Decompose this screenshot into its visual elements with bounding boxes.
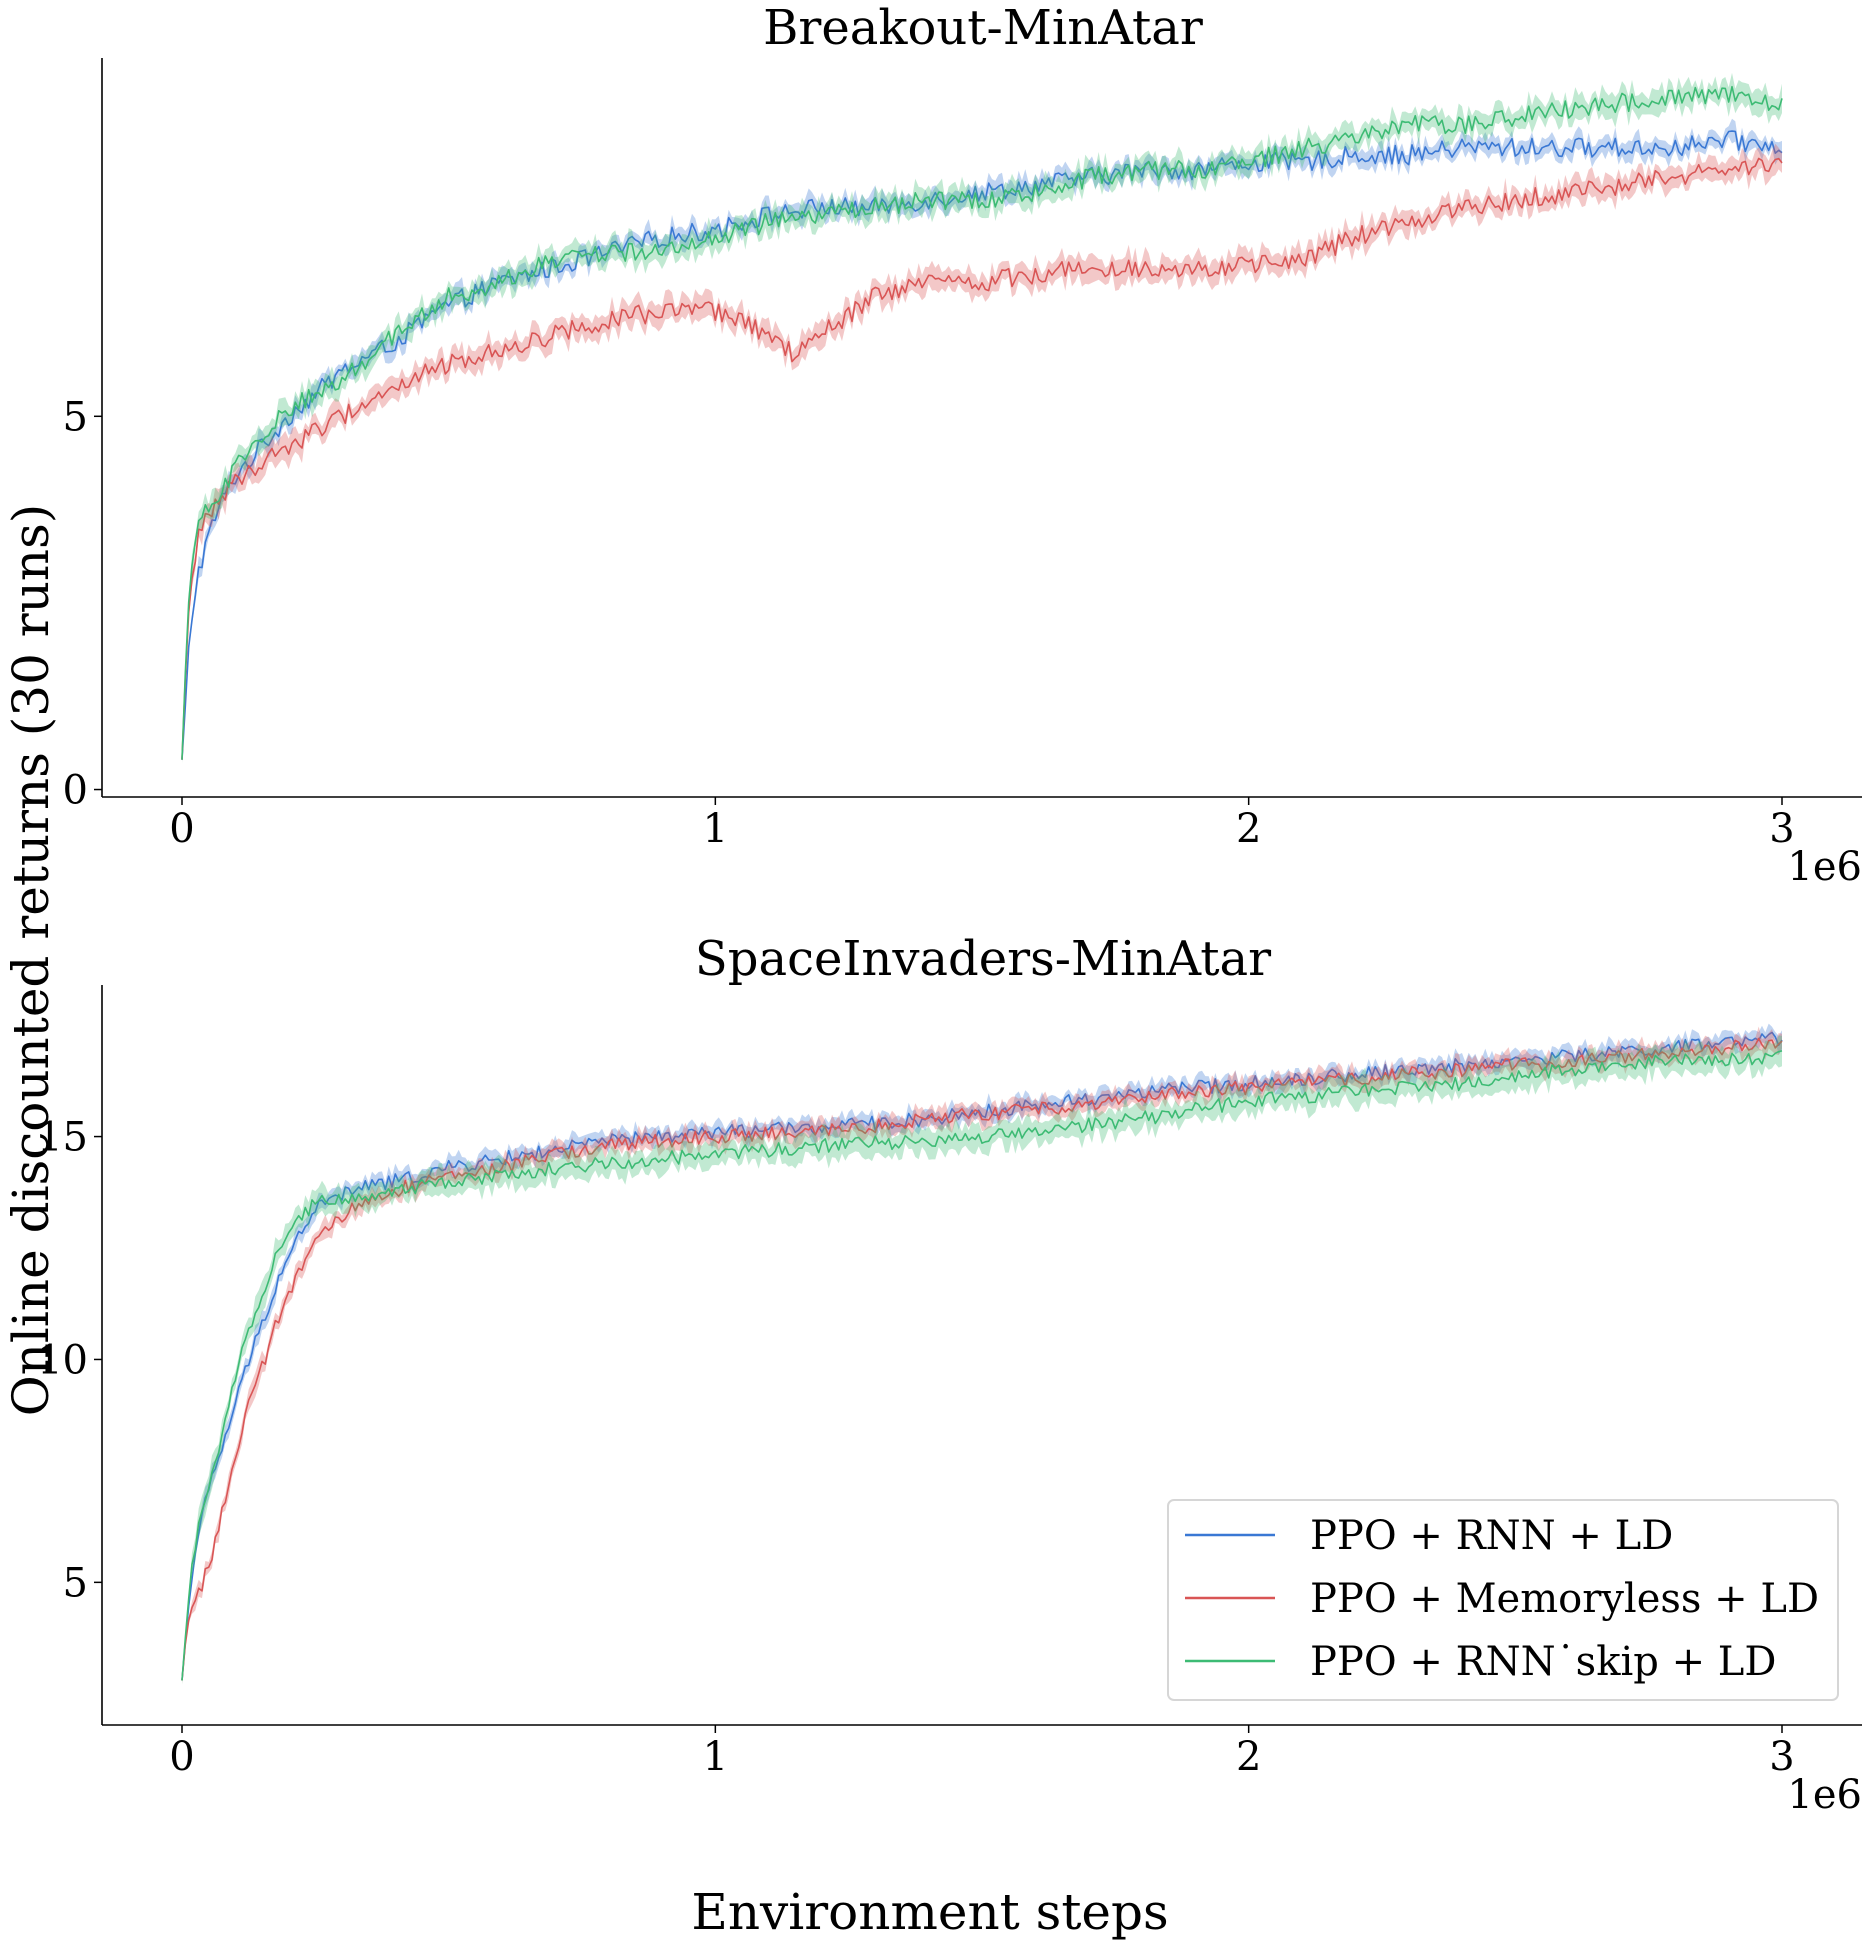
y-tick-label: 5 bbox=[63, 1560, 88, 1606]
spaceinvaders-panel: SpaceInvaders-MinAtar 0 1 2 3 5 10 15 1e6 PPO … bbox=[37, 931, 1862, 1818]
series-line-rnn-skip bbox=[181, 85, 1783, 760]
spaceinvaders-plot-area: 0 1 2 3 5 10 15 bbox=[37, 985, 1862, 1780]
x-tick-label: 0 bbox=[169, 1734, 194, 1780]
x-tick-label: 2 bbox=[1236, 1734, 1261, 1780]
spaceinvaders-x-offset-label: 1e6 bbox=[1787, 1772, 1862, 1818]
y-tick-label: 0 bbox=[63, 768, 88, 814]
legend: PPO + RNN + LD PPO + Memoryless + LD PPO… bbox=[1167, 1499, 1839, 1701]
series-line-rnn bbox=[181, 1031, 1783, 1681]
y-axis-label: Online discounted returns (30 runs) bbox=[2, 504, 60, 1417]
x-tick-label: 3 bbox=[1769, 1734, 1794, 1780]
breakout-plot-area: 0 1 2 3 0 5 bbox=[63, 58, 1862, 852]
legend-label-memoryless: PPO + Memoryless + LD bbox=[1310, 1576, 1819, 1622]
breakout-title: Breakout-MinAtar bbox=[763, 0, 1203, 56]
series-line-memoryless bbox=[181, 1037, 1783, 1681]
series-line-rnn bbox=[181, 130, 1783, 760]
legend-frame bbox=[1167, 1499, 1839, 1701]
y-tick-label: 10 bbox=[37, 1337, 88, 1383]
breakout-x-offset-label: 1e6 bbox=[1787, 844, 1862, 890]
breakout-panel: Breakout-MinAtar 0 1 2 3 0 5 1e6 bbox=[63, 0, 1862, 890]
series-line-rnn-skip bbox=[181, 1050, 1783, 1681]
y-tick-label: 15 bbox=[37, 1115, 88, 1161]
x-tick-label: 0 bbox=[169, 806, 194, 852]
legend-label-rnn-skip: PPO + RNN˙skip + LD bbox=[1310, 1639, 1776, 1685]
x-tick-label: 3 bbox=[1769, 806, 1794, 852]
y-tick-label: 5 bbox=[63, 394, 88, 440]
legend-label-rnn: PPO + RNN + LD bbox=[1310, 1513, 1673, 1559]
x-tick-label: 2 bbox=[1236, 806, 1261, 852]
series-line-memoryless bbox=[181, 157, 1783, 760]
x-axis-label: Environment steps bbox=[691, 1883, 1168, 1941]
x-tick-label: 1 bbox=[703, 806, 728, 852]
x-tick-label: 1 bbox=[703, 1734, 728, 1780]
spaceinvaders-title: SpaceInvaders-MinAtar bbox=[695, 931, 1271, 987]
band-rnn-skip bbox=[182, 72, 1782, 764]
